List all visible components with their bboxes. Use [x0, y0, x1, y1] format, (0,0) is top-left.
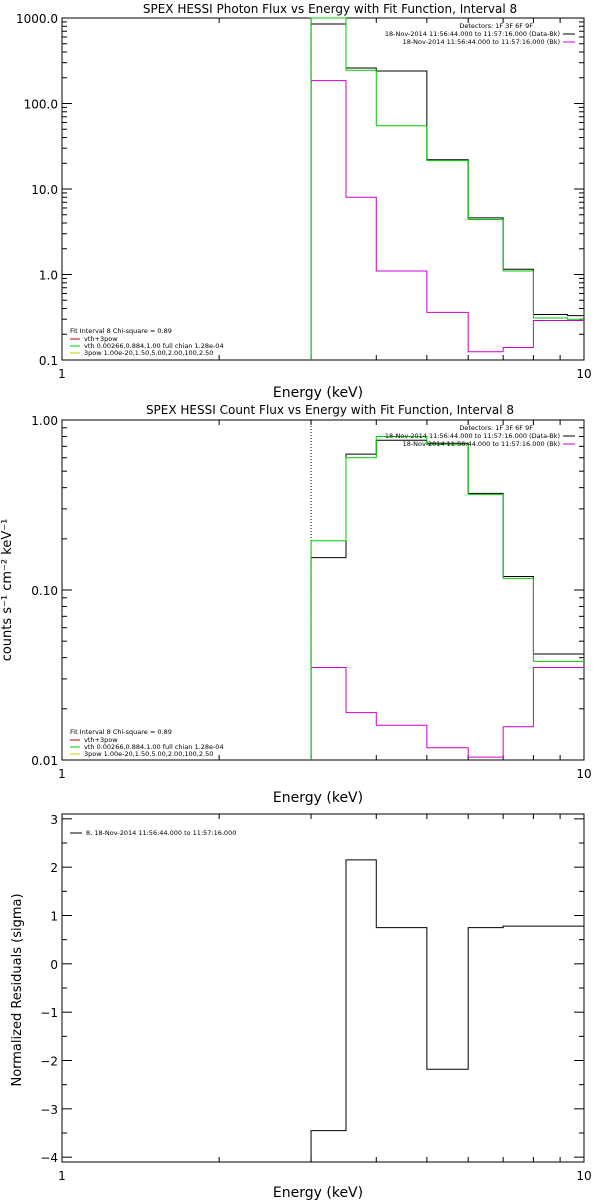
photon-flux-legend-data-bk: 18-Nov-2014 11:56:44.000 to 11:57:16.000…: [385, 30, 560, 38]
photon-flux-fit-header: Fit Interval 8 Chi-square = 0.89: [70, 327, 172, 335]
residuals-ytick-label: 0: [50, 958, 58, 972]
count-flux-ticks: 0.01 0.10 1.00 1 10: [31, 414, 591, 781]
count-flux-ytick-label: 1.00: [31, 414, 58, 428]
count-flux-legend-data-bk: 18-Nov-2014 11:56:44.000 to 11:57:16.000…: [385, 432, 560, 440]
photon-flux-fit-entry-1: vth 0.00266,0.884,1.00 full chian 1.28e-…: [84, 342, 224, 350]
count-flux-fit-entry-2: 3pow 1.00e-20,1.50,5.00,2.00,100,2.50: [84, 750, 213, 758]
photon-flux-ytick-label: 1.0: [39, 269, 58, 283]
photon-flux-ytick-label: 0.1: [39, 354, 58, 368]
photon-flux-title: SPEX HESSI Photon Flux vs Energy with Fi…: [143, 2, 517, 16]
photon-flux-detectors-label: Detectors: 1F 3F 6F 9F: [459, 22, 533, 30]
photon-flux-fit-entry-2: 3pow 1.00e-20,1.50,5.00,2.00,100,2.50: [84, 349, 213, 357]
count-flux-legend-right: Detectors: 1F 3F 6F 9F 18-Nov-2014 11:56…: [385, 424, 575, 448]
residuals-ytick-label: −1: [40, 1006, 58, 1020]
count-flux-xtick-label: 10: [576, 767, 591, 781]
photon-flux-ytick-label: 100.0: [24, 98, 58, 112]
count-flux-data-bk-series-line: [310, 439, 584, 760]
photon-flux-ytick-label: 1000.0: [16, 12, 58, 26]
count-flux-ylabel: counts s⁻¹ cm⁻² keV⁻¹: [0, 519, 15, 662]
count-flux-title: SPEX HESSI Count Flux vs Energy with Fit…: [146, 403, 514, 417]
count-flux-ytick-label: 0.10: [31, 584, 58, 598]
count-flux-bk-series-line: [310, 667, 584, 760]
residuals-series: [310, 859, 584, 1162]
count-flux-legend-left: Fit Interval 8 Chi-square = 0.89 vth+3po…: [70, 728, 224, 758]
count-flux-xlabel: Energy (keV): [273, 790, 363, 806]
photon-flux-plot-frame: [61, 17, 585, 361]
photon-flux-legend-left: Fit Interval 8 Chi-square = 0.89 vth+3po…: [70, 327, 224, 357]
residuals-residual-series-line: [310, 859, 584, 1162]
count-flux-fit-entry-1: vth 0.00266,0.884,1.00 full chian 1.28e-…: [84, 743, 224, 751]
count-flux-fit-entry-0: vth+3pow: [84, 736, 118, 744]
photon-flux-data-bk-series-line: [310, 23, 584, 360]
photon-flux-xlabel: Energy (keV): [273, 385, 363, 401]
count-flux-series: [310, 420, 584, 760]
residuals-ytick-label: 3: [50, 813, 58, 827]
photon-flux-xtick-label: 10: [576, 367, 591, 381]
photon-flux-legend-right: Detectors: 1F 3F 6F 9F 18-Nov-2014 11:56…: [385, 22, 575, 46]
residuals-ytick-label: 2: [50, 861, 58, 875]
residuals-ytick-label: −2: [40, 1055, 58, 1069]
photon-flux-vth-3pow-series-line: [310, 17, 584, 360]
photon-flux-fit-entry-0: vth+3pow: [84, 335, 118, 343]
photon-flux-panel: SPEX HESSI Photon Flux vs Energy with Fi…: [16, 2, 592, 401]
residuals-xtick-label: 10: [576, 1169, 591, 1183]
photon-flux-bk-series-line: [310, 80, 584, 360]
residuals-legend-entry: 8, 18-Nov-2014 11:56:44.000 to 11:57:16.…: [86, 829, 236, 837]
residuals-ytick-label: 1: [50, 910, 58, 924]
count-flux-xtick-label: 1: [58, 767, 66, 781]
count-flux-fit-header: Fit Interval 8 Chi-square = 0.89: [70, 728, 172, 736]
residuals-ytick-label: −4: [40, 1151, 58, 1165]
count-flux-detectors-label: Detectors: 1F 3F 6F 9F: [459, 424, 533, 432]
residuals-xtick-label: 1: [58, 1169, 66, 1183]
residuals-ticks: −4 −3 −2 −1 0 1 2 3 1 10: [40, 813, 591, 1183]
photon-flux-ticks: 0.1 1.0 10.0 100.0 1000.0 1 10: [16, 12, 592, 381]
residuals-ytick-label: −3: [40, 1103, 58, 1117]
photon-flux-xtick-label: 1: [58, 367, 66, 381]
residuals-panel: Normalized Residuals (sigma) −4 −3 −2 −1 0 1 2…: [10, 813, 592, 1200]
residuals-ylabel: Normalized Residuals (sigma): [10, 893, 25, 1086]
photon-flux-ytick-label: 10.0: [31, 183, 58, 197]
photon-flux-series: [310, 17, 584, 360]
residuals-plot-frame: [61, 813, 585, 1163]
count-flux-plot-frame: [61, 419, 585, 761]
count-flux-panel: SPEX HESSI Count Flux vs Energy with Fit…: [0, 403, 592, 806]
residuals-xlabel: Energy (keV): [273, 1185, 363, 1200]
residuals-legend: 8, 18-Nov-2014 11:56:44.000 to 11:57:16.…: [70, 829, 236, 837]
count-flux-vth-3pow-series-line: [310, 435, 584, 760]
count-flux-legend-bk: 18-Nov-2014 11:56:44.000 to 11:57:16.000…: [403, 440, 560, 448]
count-flux-ytick-label: 0.01: [31, 754, 58, 768]
photon-flux-legend-bk: 18-Nov-2014 11:56:44.000 to 11:57:16.000…: [403, 38, 560, 46]
